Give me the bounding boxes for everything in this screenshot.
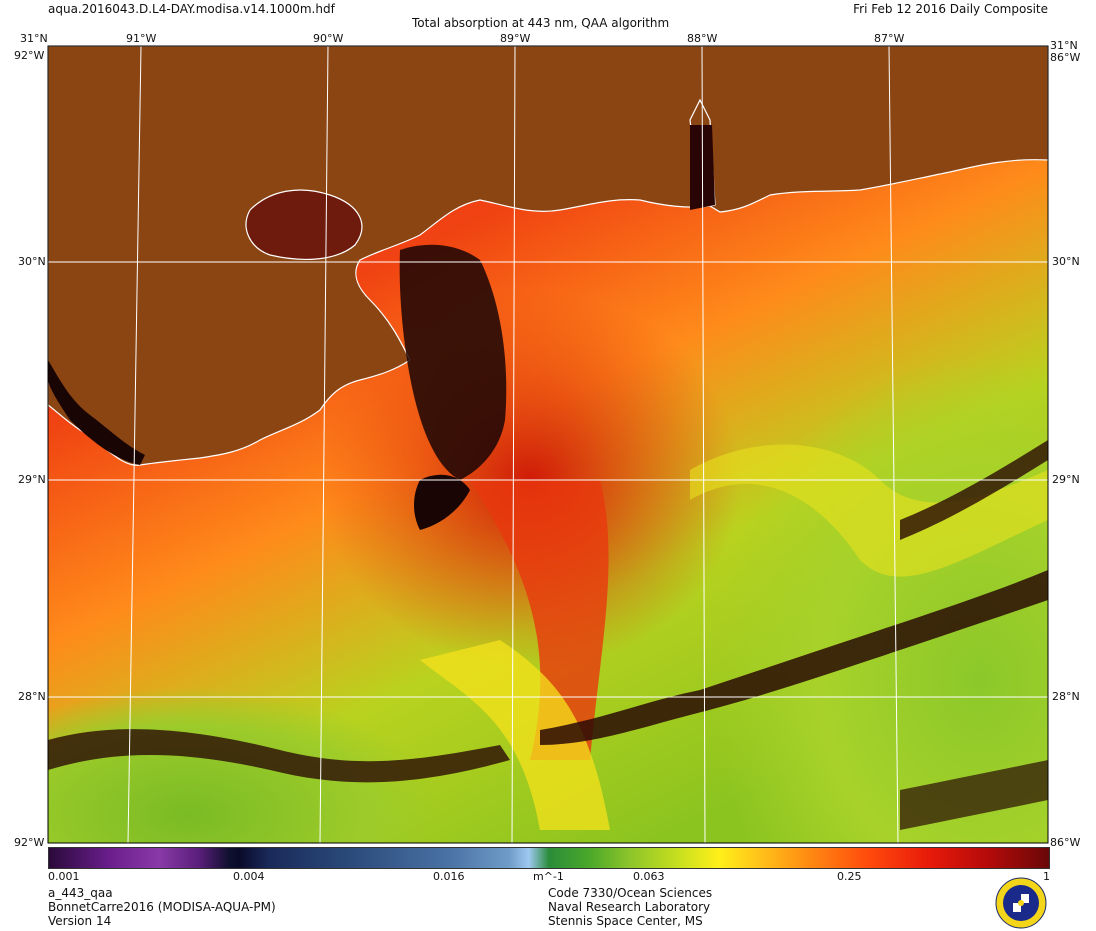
- yellow-front: [690, 444, 1048, 577]
- lon-label-89w: 89°W: [500, 32, 531, 45]
- lat-label-28n-left: 28°N: [18, 690, 46, 703]
- map-frame: [47, 45, 1049, 843]
- delta-marsh: [399, 244, 507, 480]
- lon-label-91w: 91°W: [126, 32, 157, 45]
- yellow-band: [420, 640, 610, 830]
- cbar-units: m^-1: [533, 870, 564, 883]
- footer-lab: Naval Research Laboratory: [548, 900, 711, 914]
- lat-label-28n-right: 28°N: [1052, 690, 1080, 703]
- corner-top-left-lat: 31°N: [20, 32, 48, 45]
- cbar-tick-0.016: 0.016: [433, 870, 465, 883]
- plume-tongue: [470, 480, 609, 760]
- map-title: Total absorption at 443 nm, QAA algorith…: [412, 16, 670, 30]
- footer-product: a_443_qaa: [48, 886, 113, 900]
- cloud-band-southwest: [48, 729, 510, 783]
- composite-date: Fri Feb 12 2016 Daily Composite: [853, 2, 1048, 16]
- grid-lon-88w: [701, 45, 706, 844]
- corner-bottom-right-lon: 86°W: [1050, 836, 1081, 849]
- lat-label-30n-left: 30°N: [18, 255, 46, 268]
- delta-south: [414, 474, 470, 530]
- corner-bottom-left-lon: 92°W: [14, 836, 45, 849]
- grid-lon-89w: [511, 45, 516, 844]
- lat-label-29n-right: 29°N: [1052, 473, 1080, 486]
- lake-pontchartrain: [245, 189, 363, 260]
- cbar-tick-0.063: 0.063: [633, 870, 665, 883]
- grid-lon-91w: [127, 45, 142, 844]
- cloud-band-south: [540, 570, 1048, 745]
- footer-code: Code 7330/Ocean Sciences: [548, 886, 713, 900]
- cloud-band-east: [900, 440, 1048, 540]
- lon-label-87w: 87°W: [874, 32, 905, 45]
- cbar-tick-0.25: 0.25: [837, 870, 862, 883]
- map-canvas: [47, 45, 1049, 844]
- grid-lon-87w: [888, 45, 899, 844]
- colorbar: [48, 847, 1050, 869]
- cbar-tick-1: 1: [1043, 870, 1050, 883]
- footer-version: Version 14: [48, 914, 112, 928]
- corner-top-right-lat: 31°N: [1050, 39, 1078, 52]
- footer-location: Stennis Space Center, MS: [548, 914, 703, 928]
- nrl-seal-icon: [995, 877, 1047, 929]
- map-border: [47, 45, 1049, 844]
- land-mass: [47, 45, 1049, 466]
- coastal-marsh-west: [48, 360, 145, 465]
- corner-top-right-lon: 86°W: [1050, 51, 1081, 64]
- corner-top-left-lon: 92°W: [14, 49, 45, 62]
- graticule: [48, 45, 1048, 844]
- lat-label-29n-left: 29°N: [18, 473, 46, 486]
- footer-region: BonnetCarre2016 (MODISA-AQUA-PM): [48, 900, 276, 914]
- lat-label-30n-right: 30°N: [1052, 255, 1080, 268]
- cbar-tick-0.004: 0.004: [233, 870, 265, 883]
- filename: aqua.2016043.D.L4-DAY.modisa.v14.1000m.h…: [48, 2, 335, 16]
- grid-lon-90w: [319, 45, 329, 844]
- cbar-tick-0.001: 0.001: [48, 870, 80, 883]
- lon-label-88w: 88°W: [687, 32, 718, 45]
- cloud-band-southeast: [900, 760, 1048, 830]
- lon-label-90w: 90°W: [313, 32, 344, 45]
